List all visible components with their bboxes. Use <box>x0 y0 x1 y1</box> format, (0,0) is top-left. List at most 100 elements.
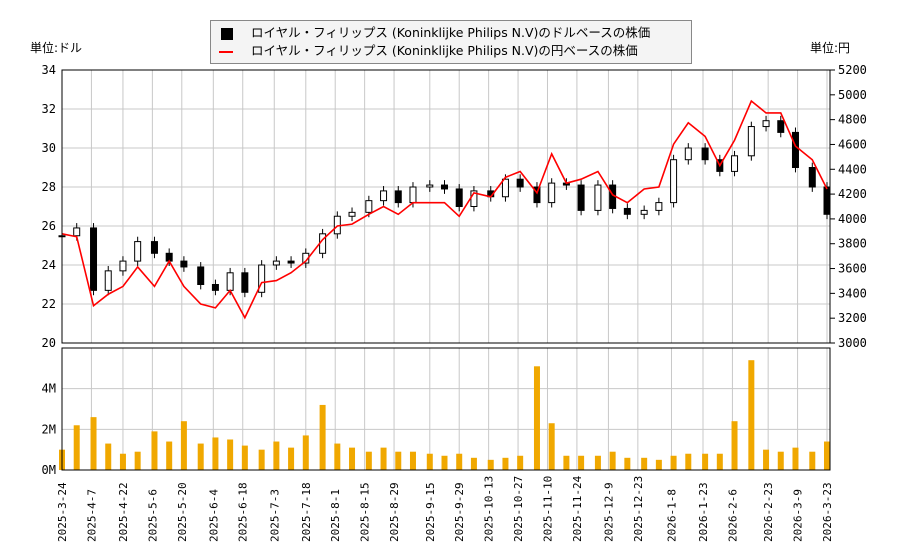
candle-body <box>180 260 188 268</box>
right-tick-label: 4200 <box>838 187 867 201</box>
x-tick-label: 2025-10-13 <box>483 476 496 542</box>
black-square-icon <box>221 27 233 40</box>
x-tick-label: 2025-11-10 <box>541 476 554 542</box>
volume-bar <box>212 437 219 470</box>
candle-body <box>197 266 205 286</box>
volume-bar <box>456 453 463 470</box>
candle-body <box>211 284 219 291</box>
candle-body <box>747 126 755 157</box>
left-tick-label: 28 <box>42 180 56 194</box>
volume-tick-label: 0M <box>42 463 56 477</box>
candle-body <box>701 147 709 161</box>
candle-body <box>226 272 234 291</box>
candle-body <box>594 184 602 211</box>
volume-bar <box>670 455 677 470</box>
volume-bar <box>624 457 631 470</box>
candle-body <box>777 120 785 133</box>
x-tick-label: 2025-6-18 <box>237 482 250 542</box>
candle-body <box>501 178 509 198</box>
volume-bar <box>409 451 416 470</box>
price-panel <box>62 70 830 343</box>
volume-bar <box>470 457 477 470</box>
volume-bar <box>180 421 187 470</box>
volume-bar <box>151 431 158 470</box>
volume-tick-label: 4M <box>42 382 56 396</box>
right-axis-unit: 単位:円 <box>810 41 851 55</box>
volume-bar <box>426 453 433 470</box>
left-tick-label: 30 <box>42 141 56 155</box>
volume-panel-border <box>61 347 831 471</box>
red-line-icon <box>219 50 233 53</box>
x-tick-label: 2025-12-23 <box>632 476 645 542</box>
right-tick-label: 3000 <box>838 336 867 350</box>
x-tick-label: 2025-3-24 <box>56 482 69 542</box>
left-tick-label: 20 <box>42 336 56 350</box>
volume-bar <box>824 441 830 470</box>
volume-bar <box>334 443 341 470</box>
right-tick-label: 4000 <box>838 212 867 226</box>
legend-label-usd: ロイヤル・フィリップス (Koninklijke Philips N.V)のドル… <box>251 25 651 40</box>
candle-body <box>119 260 127 272</box>
left-axis-unit: 単位:ドル <box>30 41 83 55</box>
volume-bar <box>258 449 265 470</box>
legend-item-usd: ロイヤル・フィリップス (Koninklijke Philips N.V)のドル… <box>219 24 650 42</box>
right-tick-label: 4800 <box>838 113 867 127</box>
candle-body <box>533 186 541 204</box>
volume-panel <box>62 348 830 470</box>
volume-bar <box>578 455 585 470</box>
volume-bar <box>517 455 524 470</box>
legend: ロイヤル・フィリップス (Koninklijke Philips N.V)のドル… <box>210 20 692 64</box>
candle-body <box>623 207 631 215</box>
candle-body <box>348 211 356 217</box>
x-tick-label: 2025-6-4 <box>207 489 220 542</box>
candle-body <box>516 178 524 188</box>
right-tick-label: 3600 <box>838 262 867 276</box>
volume-bar <box>685 453 692 470</box>
left-tick-label: 24 <box>42 258 56 272</box>
candle-body <box>394 190 402 204</box>
x-tick-label: 2025-8-15 <box>359 482 372 542</box>
volume-bar <box>90 417 97 470</box>
volume-bar <box>716 453 723 470</box>
candle-body <box>73 227 81 237</box>
candle-body <box>426 184 434 188</box>
volume-bar <box>395 451 402 470</box>
volume-bar <box>809 451 816 470</box>
volume-bar <box>288 447 295 470</box>
x-tick-label: 2026-1-8 <box>665 489 678 542</box>
volume-bar <box>241 445 248 470</box>
candle-body <box>762 120 770 128</box>
legend-label-jpy: ロイヤル・フィリップス (Koninklijke Philips N.V)の円ベ… <box>251 43 638 58</box>
volume-bar <box>134 451 141 470</box>
x-tick-label: 2025-7-18 <box>300 482 313 542</box>
volume-bar <box>533 366 540 470</box>
candle-body <box>548 182 556 204</box>
volume-bar <box>302 435 309 470</box>
volume-bar <box>731 421 738 470</box>
volume-bar <box>166 441 173 470</box>
candle-body <box>791 131 799 168</box>
candle-body <box>90 227 98 291</box>
candle-body <box>134 241 142 262</box>
volume-bar <box>777 451 784 470</box>
volume-bar <box>319 404 326 470</box>
x-tick-label: 2025-12-9 <box>602 482 615 542</box>
candle-body <box>409 186 417 204</box>
volume-bar <box>792 447 799 470</box>
volume-bar <box>105 443 112 470</box>
candle-body <box>455 188 463 207</box>
volume-bar <box>349 447 356 470</box>
right-tick-label: 4400 <box>838 162 867 176</box>
x-tick-label: 2025-4-7 <box>85 489 98 542</box>
volume-bar <box>748 360 755 470</box>
right-tick-label: 4600 <box>838 137 867 151</box>
volume-bar <box>119 453 126 470</box>
x-tick-label: 2025-8-1 <box>329 489 342 542</box>
volume-bar <box>655 459 662 470</box>
x-tick-label: 2025-7-3 <box>268 489 281 542</box>
candle-body <box>684 147 692 161</box>
candle-body <box>258 264 266 293</box>
right-tick-label: 5000 <box>838 88 867 102</box>
